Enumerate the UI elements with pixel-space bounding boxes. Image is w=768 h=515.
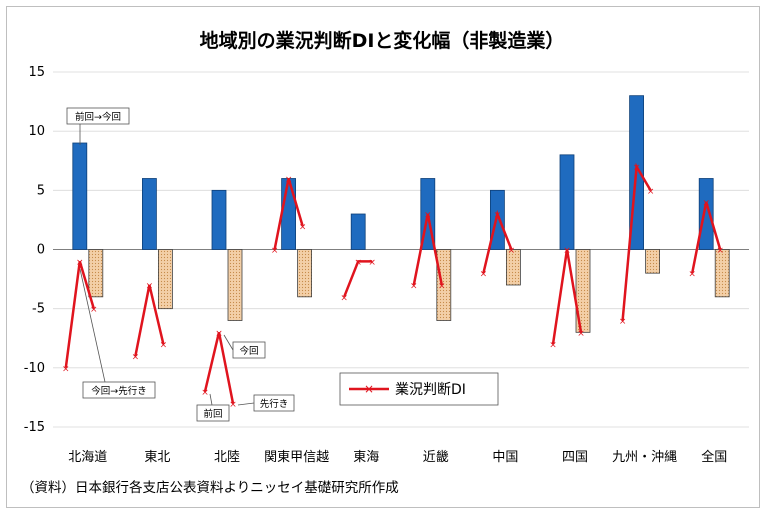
bar-current (489, 189, 505, 250)
svg-text:今回→先行き: 今回→先行き (91, 385, 146, 397)
di-point: × (480, 270, 488, 280)
di-point: × (201, 388, 209, 398)
chart-frame: 地域別の業況判断DIと変化幅（非製造業） 15 10 5 0 -5 -10 -15 × × × ×… (6, 6, 760, 508)
di-line (482, 209, 513, 274)
legend: × 業況判断DI (339, 372, 499, 406)
bar-current (141, 178, 157, 250)
y-tick-label: -15 (24, 420, 45, 435)
di-point: × (354, 258, 362, 268)
di-point: × (438, 282, 446, 292)
bar-change (645, 249, 660, 274)
category-label: 九州・沖縄 (612, 450, 677, 465)
di-point: × (577, 329, 585, 339)
bar-current (281, 178, 297, 250)
y-tick-label: 0 (37, 243, 45, 258)
di-point: × (90, 305, 98, 315)
annotation-now: 今回 (223, 334, 266, 359)
bar-change (436, 249, 452, 321)
di-point: × (647, 187, 655, 197)
di-point: × (716, 246, 724, 256)
category-label: 近畿 (423, 450, 449, 465)
svg-text:前回: 前回 (203, 408, 222, 420)
svg-text:前回→今回: 前回→今回 (75, 111, 121, 123)
bar-change (157, 249, 173, 310)
di-point: × (299, 222, 307, 232)
di-point: × (160, 341, 168, 351)
category-label: 北陸 (214, 449, 240, 465)
di-point: × (146, 282, 154, 292)
di-line (64, 260, 95, 368)
di-line (412, 213, 444, 286)
di-line (690, 201, 722, 274)
di-point: × (368, 258, 376, 268)
annotation-prev: 前回 (196, 393, 230, 422)
di-point: × (410, 282, 418, 292)
di-line (343, 260, 373, 298)
y-tick-label: 5 (37, 183, 45, 198)
category-label: 全国 (701, 449, 727, 465)
bar-change (227, 249, 243, 321)
di-point: × (688, 270, 696, 280)
di-line (134, 284, 165, 357)
legend-label: 業況判断DI (395, 382, 466, 398)
y-tick-label: 15 (28, 65, 45, 80)
di-point: × (619, 317, 627, 327)
di-point: × (508, 246, 516, 256)
di-point: × (563, 246, 571, 256)
bar-change (88, 249, 104, 298)
chart-title: 地域別の業況判断DIと変化幅（非製造業） (200, 29, 565, 52)
category-label: 関東甲信越 (264, 449, 329, 465)
annotation-now-to-outlook: 今回→先行き (79, 268, 156, 399)
category-label: 北海道 (68, 450, 107, 465)
annotation-prev-to-now: 前回→今回 (66, 107, 130, 145)
di-point: × (285, 175, 293, 185)
source-note: （資料）日本銀行各支店公表資料よりニッセイ基礎研究所作成 (21, 479, 399, 496)
di-point: × (633, 163, 641, 173)
y-tick-label: -10 (24, 361, 45, 376)
di-line (203, 332, 235, 404)
bar-current (559, 154, 575, 250)
di-line (551, 249, 583, 345)
di-point: × (229, 400, 237, 410)
di-point: × (271, 246, 279, 256)
di-point: × (132, 353, 140, 363)
bar-change (575, 249, 591, 333)
svg-text:今回: 今回 (239, 345, 258, 357)
legend-marker: × (364, 382, 374, 396)
svg-text:先行き: 先行き (260, 398, 289, 410)
di-lines: × × × × × × × × × × × × × × × × × × × × × × × × × × × × × × (62, 162, 724, 410)
di-point: × (702, 199, 710, 209)
di-line (621, 162, 652, 321)
bar-current (211, 189, 227, 250)
di-point: × (62, 364, 70, 374)
di-line (273, 178, 304, 250)
bar-change (714, 249, 730, 298)
bar-current (698, 178, 714, 250)
di-point: × (549, 341, 557, 351)
category-label: 東海 (353, 449, 379, 465)
y-tick-label: -5 (32, 302, 45, 317)
di-point: × (340, 293, 348, 303)
di-point: × (494, 211, 502, 221)
bar-change (297, 249, 313, 298)
bar-change (505, 249, 521, 286)
category-label: 東北 (144, 449, 170, 465)
category-label: 四国 (562, 450, 588, 465)
y-tick-label: 10 (28, 124, 45, 139)
annotation-outlook: 先行き (237, 394, 295, 412)
x-axis-categories: 北海道 東北 北陸 関東甲信越 東海 近畿 中国 四国 九州・沖縄 全国 (68, 449, 727, 465)
di-point: × (215, 329, 223, 339)
di-point: × (76, 258, 84, 268)
y-axis-ticks: 15 10 5 0 -5 -10 -15 (24, 65, 45, 435)
bar-current (350, 213, 366, 250)
di-point: × (424, 211, 432, 221)
category-label: 中国 (492, 450, 518, 465)
bar-current (72, 142, 88, 250)
bars (72, 95, 730, 333)
